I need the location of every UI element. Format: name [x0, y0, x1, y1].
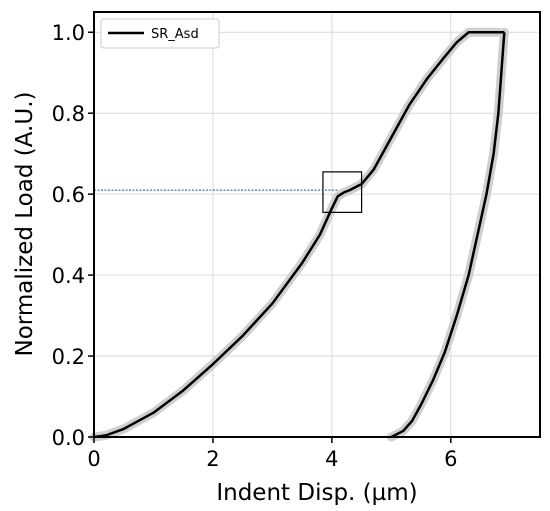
x-tick-label-3: 6 — [444, 447, 457, 471]
x-tick-label-2: 4 — [325, 447, 338, 471]
x-tick-label-0: 0 — [87, 447, 100, 471]
legend: SR_Asd — [100, 18, 220, 49]
y-tick-label-3: 0.6 — [52, 183, 85, 207]
legend-label: SR_Asd — [151, 27, 199, 42]
loading-curve-0 — [93, 30, 499, 439]
annotations — [94, 171, 363, 213]
y-tick-label-1: 0.2 — [52, 345, 85, 369]
unloading-curve-0 — [390, 32, 506, 439]
x-axis-title: Indent Disp. (µm) — [216, 480, 417, 506]
y-tick-label-0: 0.0 — [52, 426, 85, 450]
y-axis-title: Normalized Load (A.U.) — [12, 92, 38, 357]
legend-box — [100, 18, 220, 49]
grid — [93, 12, 540, 438]
series-lines — [93, 30, 506, 439]
unloading-band-0 — [386, 27, 509, 442]
y-tick-label-2: 0.4 — [52, 264, 85, 288]
axis-ticks: 0 2 4 6 0.0 0.2 0.4 0.6 0.8 1.0 — [52, 21, 458, 471]
x-tick-label-1: 2 — [206, 447, 219, 471]
y-tick-label-5: 1.0 — [52, 21, 85, 45]
confidence-band — [89, 27, 509, 442]
plot-frame — [93, 11, 541, 438]
highlight-box — [322, 171, 363, 213]
y-tick-label-4: 0.8 — [52, 102, 85, 126]
